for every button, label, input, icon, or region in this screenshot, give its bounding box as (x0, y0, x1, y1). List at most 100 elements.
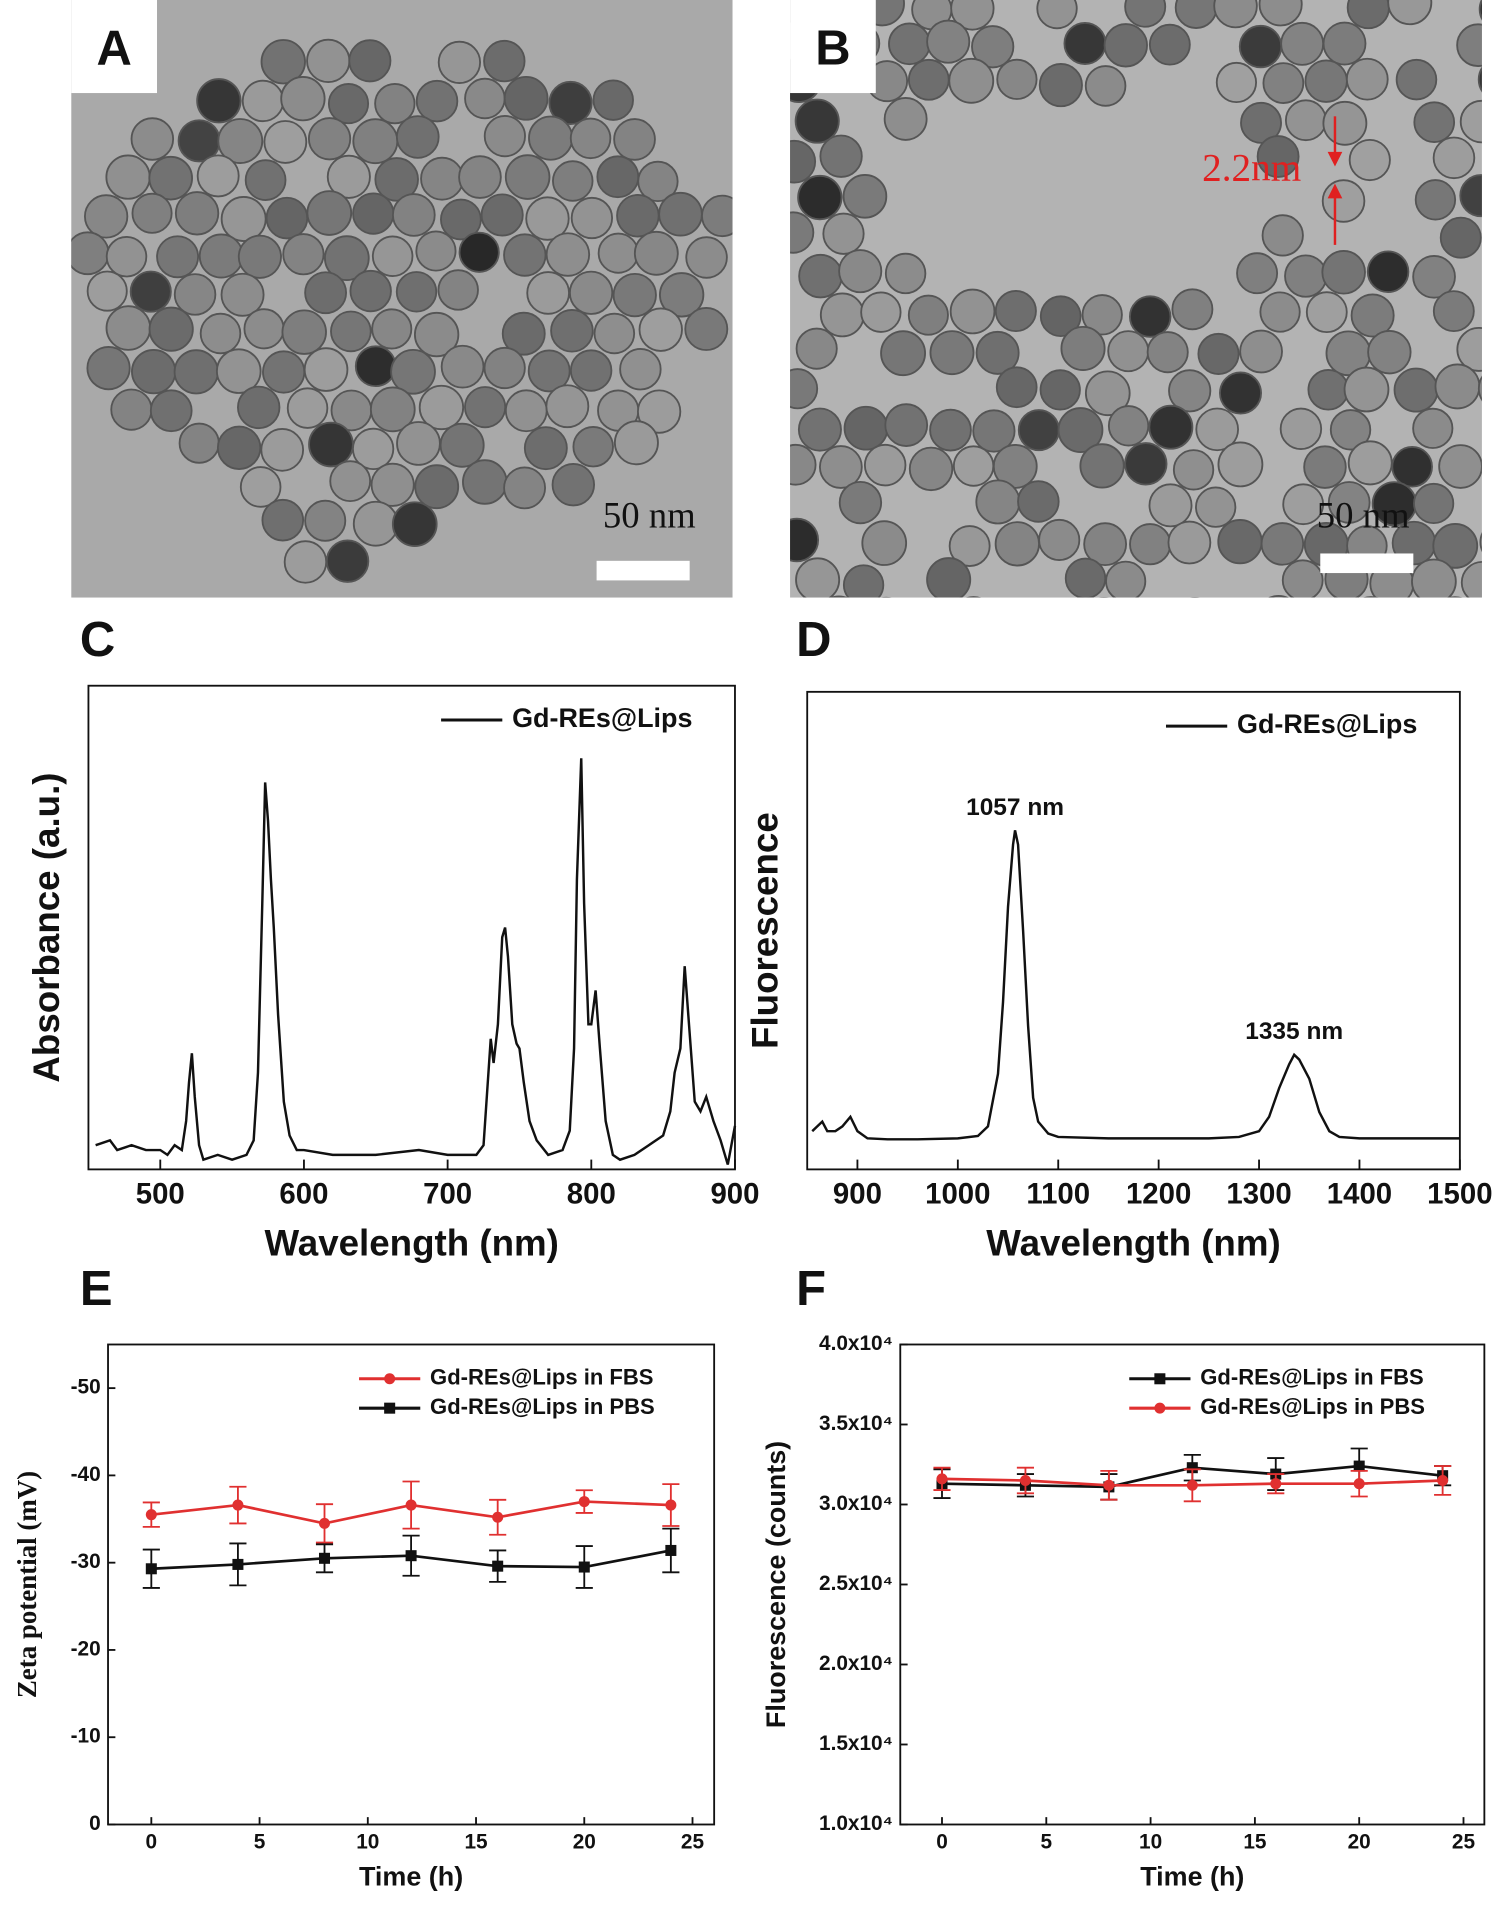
particle (613, 420, 659, 466)
particle (439, 422, 485, 468)
particle (613, 118, 656, 161)
panel-label: F (796, 1262, 826, 1316)
particle (592, 79, 634, 121)
particle (1345, 57, 1389, 101)
particle (84, 194, 129, 239)
plot-frame (806, 690, 1461, 1171)
particle (483, 115, 526, 158)
particle (1459, 174, 1482, 218)
marker (405, 1550, 417, 1562)
marker (1437, 1474, 1449, 1486)
panel-label: E (80, 1262, 113, 1316)
particle (503, 466, 546, 510)
x-axis-label: Time (h) (1140, 1862, 1244, 1892)
particle (1321, 179, 1366, 223)
legend-marker (1154, 1402, 1166, 1414)
marker (665, 1499, 677, 1511)
particle (1197, 332, 1240, 375)
particle (597, 232, 639, 274)
marker (492, 1511, 504, 1523)
particle (1322, 21, 1367, 66)
particle (551, 463, 596, 507)
particle (1259, 291, 1301, 333)
scale-bar-label: 50 nm (603, 495, 696, 536)
particle (173, 349, 219, 395)
particle (483, 346, 526, 390)
marker (1186, 1462, 1198, 1474)
legend-label: Gd-REs@Lips in PBS (1200, 1394, 1425, 1419)
legend-label: Gd-REs@Lips in FBS (1200, 1365, 1423, 1390)
particle (527, 349, 571, 393)
particle (948, 525, 991, 567)
marker (318, 1517, 331, 1529)
particle (658, 272, 705, 318)
particle (616, 194, 660, 238)
particle (860, 291, 902, 333)
particle (929, 408, 972, 452)
particle (1281, 559, 1324, 598)
marker (578, 1496, 590, 1508)
x-tick-label: 500 (136, 1178, 185, 1211)
x-tick-label: 900 (833, 1178, 882, 1211)
x-tick-label: 15 (1243, 1831, 1266, 1854)
particle (354, 345, 397, 388)
y-tick-label: -20 (71, 1637, 101, 1660)
particle (1167, 520, 1212, 565)
particle (1038, 518, 1081, 562)
particle (1195, 486, 1237, 528)
x-tick-label: 5 (254, 1831, 266, 1854)
particle (1060, 325, 1106, 372)
y-tick-label: 2.5x10⁴ (819, 1572, 893, 1595)
y-tick-label: -10 (71, 1725, 101, 1748)
particle (504, 389, 548, 433)
y-axis-label: Fluorescence (counts) (761, 1441, 791, 1728)
y-tick-label: 2.0x10⁴ (819, 1652, 893, 1675)
particle (217, 118, 264, 164)
particle (501, 311, 546, 356)
particle (790, 368, 819, 410)
particle (260, 428, 305, 472)
particle (975, 479, 1021, 525)
marker (936, 1473, 948, 1485)
particle (842, 564, 885, 598)
particle (304, 499, 347, 542)
annotation: 2.2nm (1202, 146, 1301, 189)
particle (1103, 23, 1148, 68)
particle (1219, 371, 1262, 415)
particle (1460, 560, 1482, 598)
particle (420, 156, 464, 201)
particle (907, 294, 949, 336)
particle (1438, 444, 1482, 489)
particle (1148, 404, 1194, 450)
particle (1195, 407, 1239, 452)
particle (908, 446, 954, 492)
particle (1107, 405, 1150, 447)
particle (352, 192, 395, 235)
y-axis-label: Absorbance (a.u.) (26, 772, 67, 1082)
particle (263, 120, 308, 164)
particle (282, 233, 325, 276)
particle (790, 211, 815, 254)
marker (145, 1509, 157, 1521)
particle (633, 230, 679, 276)
particle (907, 58, 950, 101)
particle (545, 232, 591, 277)
y-tick-label: -30 (71, 1550, 101, 1573)
tem-image-b: B 2.2nm 50 nm (790, 0, 1482, 598)
particle (1391, 445, 1433, 488)
x-tick-label: 25 (1452, 1831, 1475, 1854)
x-tick-label: 15 (464, 1831, 487, 1854)
particle (174, 191, 220, 236)
particle (1172, 449, 1215, 491)
data-line (95, 758, 737, 1165)
particle (949, 288, 996, 335)
particle (548, 80, 593, 126)
particle (569, 349, 613, 392)
panel-label: A (96, 21, 131, 75)
particle (324, 235, 370, 281)
particle (1268, 595, 1289, 598)
particle (1256, 135, 1300, 178)
particle (926, 557, 972, 598)
particle (1432, 136, 1476, 180)
particle (178, 422, 220, 464)
